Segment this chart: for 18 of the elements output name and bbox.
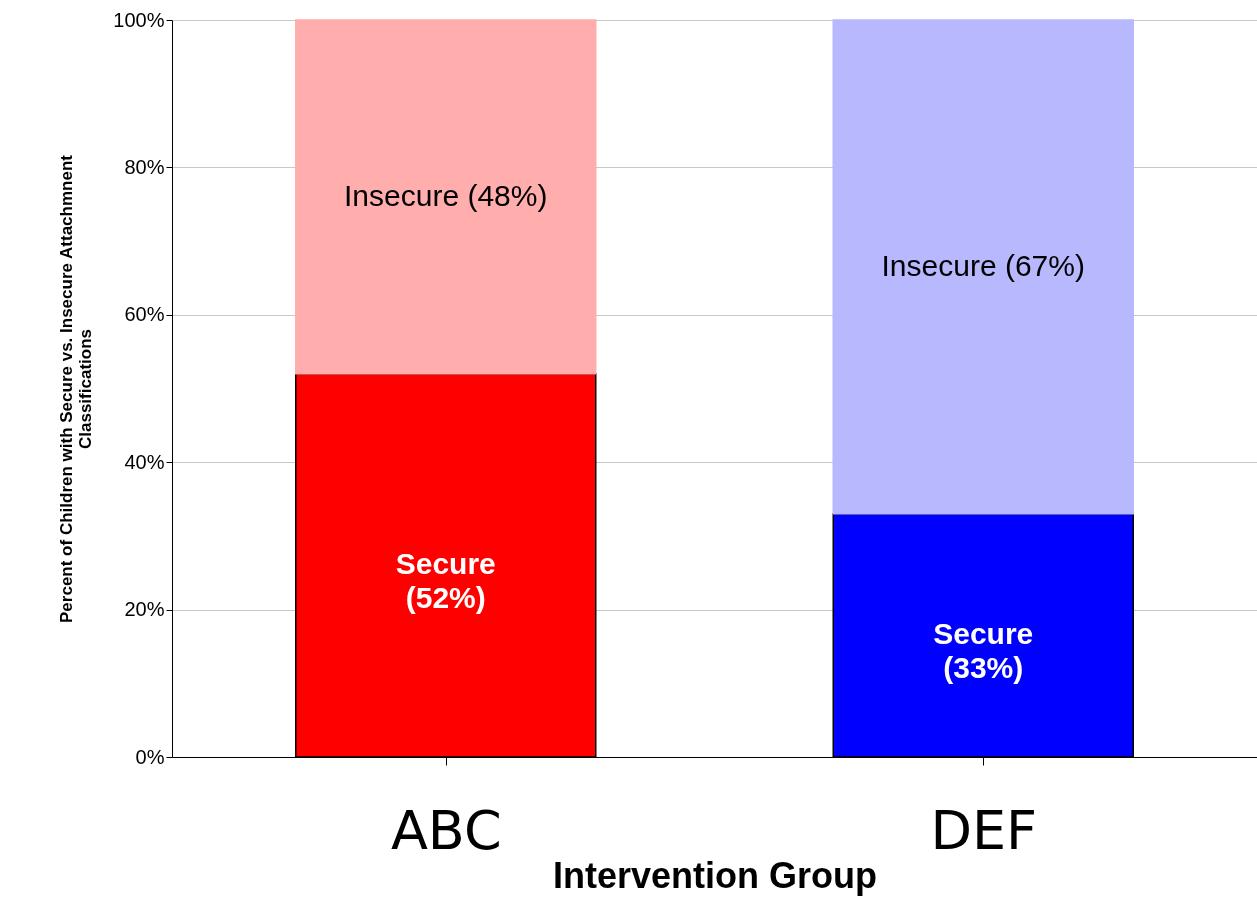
bar (832, 19, 1134, 515)
text: Insecure (67%) (881, 248, 1085, 282)
y-tick-label: 80% (124, 155, 165, 178)
y-tick-label: 20% (124, 598, 165, 621)
y-tick-label: 40% (124, 450, 165, 473)
bar (295, 19, 597, 375)
data-label: (33%) (943, 651, 1024, 685)
text: Secure (933, 617, 1034, 651)
series-label: Secure (395, 547, 496, 581)
x-tick-label: ABC (390, 798, 502, 862)
text: Insecure (48%) (344, 178, 548, 212)
data-label: (52%) (405, 581, 486, 615)
y-tick-label: 60% (124, 303, 165, 326)
y-tick-label: 100% (113, 8, 165, 31)
y-tick-label: 0% (135, 745, 165, 768)
x-tick-label: DEF (930, 798, 1038, 862)
y-axis-title: Percent of Children with Secure vs. Insecure Attachmnent Classifications (57, 154, 96, 623)
x-axis-title: Intervention Group (553, 854, 877, 896)
